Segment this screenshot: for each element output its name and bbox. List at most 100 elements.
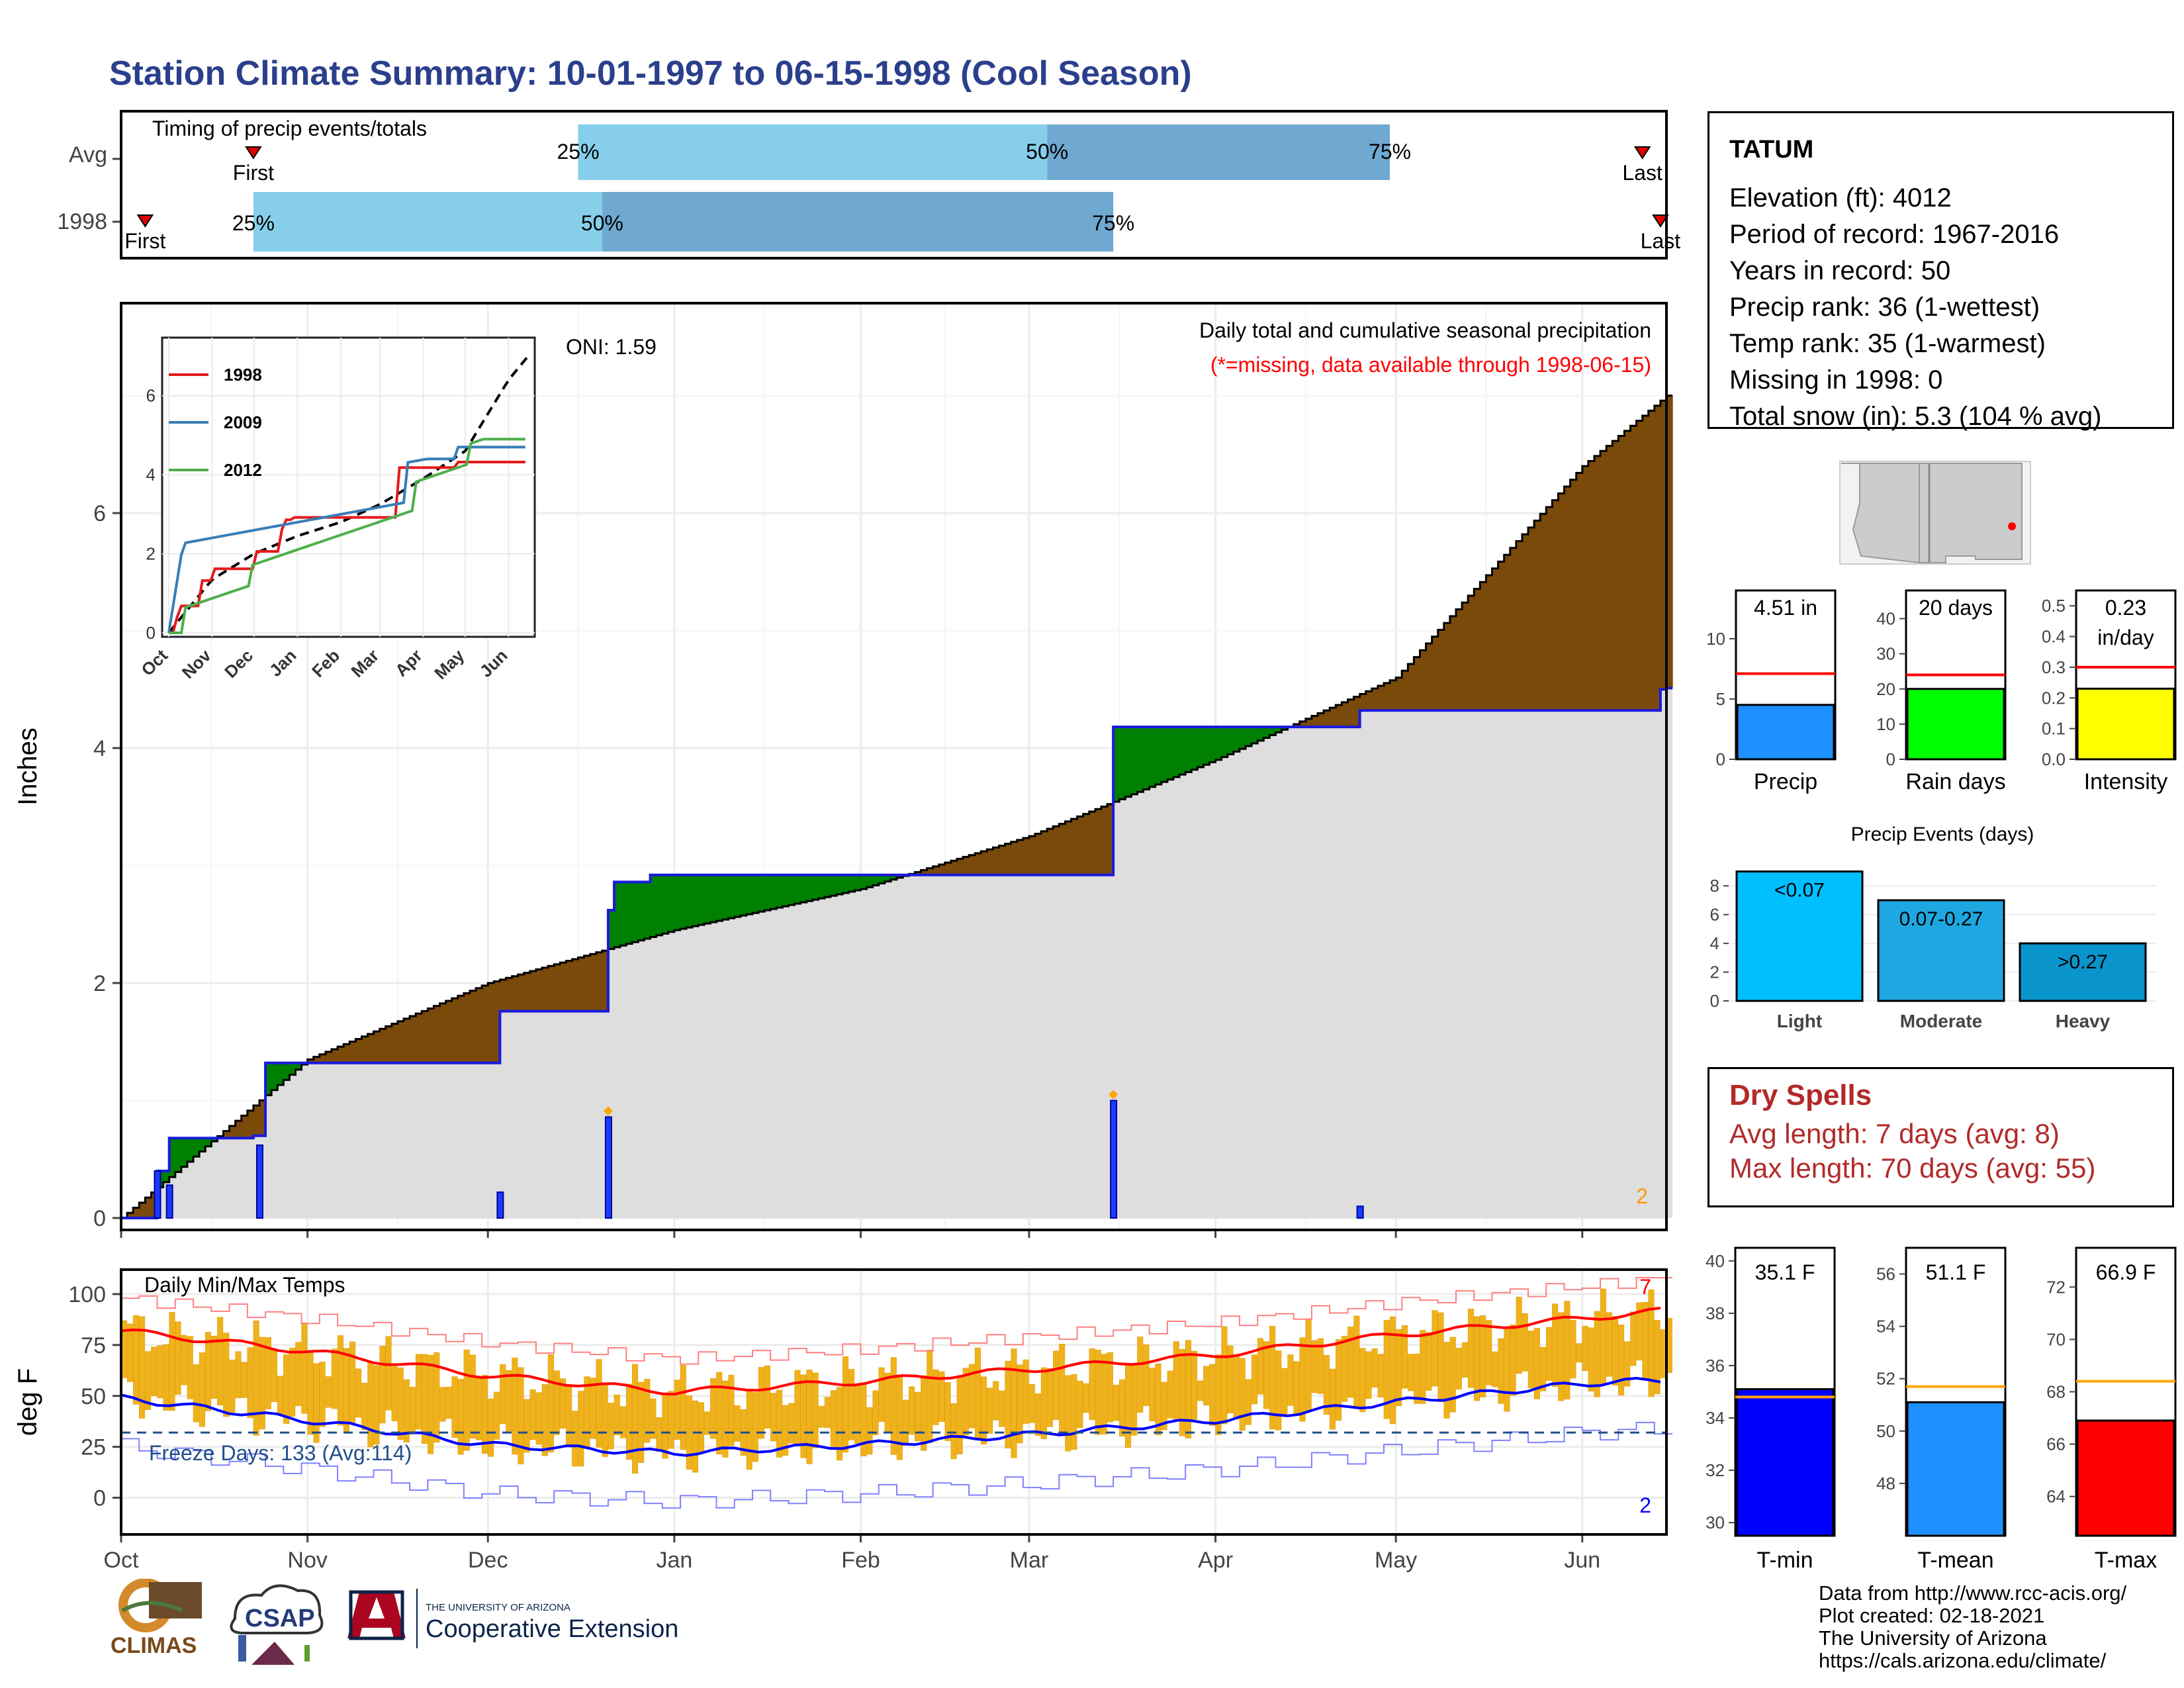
daily-temp-bar: [313, 1363, 320, 1443]
temp-ylabel: deg F: [13, 1368, 42, 1436]
precip-deficit-strip: [338, 1047, 344, 1063]
precip-deficit-strip: [488, 983, 494, 1063]
timing-frame: [120, 110, 1668, 259]
daily-temp-bar: [902, 1399, 909, 1446]
heavy-event-marker: [1109, 1090, 1118, 1100]
precip-deficit-strip: [1630, 426, 1637, 711]
precip-deficit-strip: [1552, 500, 1559, 711]
precip-deficit-strip: [1474, 588, 1480, 711]
last-event-label: Last: [1641, 229, 1681, 253]
intensity-tick-label: 0.0: [2042, 749, 2066, 769]
daily-temp-bar: [1071, 1374, 1077, 1450]
tmean-tick-label: 54: [1876, 1317, 1895, 1336]
daily-temp-bar: [1161, 1382, 1167, 1430]
precip-deficit-strip: [1414, 657, 1421, 711]
summary-bars: 4.51 in Precip 0 5 10 20 days Rain days 0 10 20 30…: [1706, 589, 2177, 794]
precip-surplus-strip: [758, 874, 765, 912]
timing-pct-label: 50%: [581, 211, 623, 235]
inset-xtick-label: Apr: [391, 645, 426, 680]
csap-logo: CSAP: [230, 1584, 324, 1665]
daily-temp-bar: [860, 1383, 867, 1456]
precip-surplus-strip: [632, 882, 639, 943]
precip-deficit-strip: [1660, 400, 1667, 690]
daily-temp-bar: [896, 1374, 903, 1460]
timing-row-avg: Avg: [69, 142, 107, 167]
daily-temp-bar: [1065, 1375, 1071, 1452]
precip-surplus-strip: [704, 874, 711, 924]
daily-temp-bar: [1155, 1364, 1161, 1435]
precip-deficit-strip: [319, 1054, 326, 1063]
raindays-tick-label: 0: [1886, 749, 1895, 769]
precip-surplus-strip: [884, 874, 891, 882]
raindays-tick-label: 10: [1876, 714, 1895, 734]
tmean-bar: [1906, 1401, 2005, 1537]
daily-temp-bar: [800, 1374, 807, 1458]
credit-line-created: Plot created: 02-18-2021: [1819, 1604, 2045, 1627]
daily-temp-bar: [1408, 1354, 1414, 1391]
daily-temp-bar: [710, 1378, 717, 1439]
daily-temp-bar: [247, 1347, 253, 1419]
daily-temp-bar: [1365, 1351, 1372, 1399]
precip-deficit-strip: [578, 957, 585, 1011]
daily-temp-bar: [1083, 1383, 1089, 1413]
daily-temp-bar: [921, 1375, 927, 1451]
temp-ytick-label: 100: [68, 1282, 106, 1307]
precip-tick-label: 5: [1716, 689, 1725, 709]
precip-deficit-strip: [313, 1056, 320, 1063]
daily-temp-bar: [1287, 1354, 1294, 1406]
university-arizona-logo: THE UNIVERSITY OF ARIZONA Cooperative Ex…: [347, 1589, 678, 1648]
daily-temp-bar: [1233, 1354, 1240, 1420]
daily-temp-bar: [1239, 1358, 1246, 1431]
precip-deficit-strip: [1648, 410, 1655, 711]
precip-deficit-strip: [1330, 708, 1336, 727]
precip-deficit-strip: [1486, 575, 1493, 711]
precip-deficit-strip: [1028, 836, 1036, 875]
precip-deficit-strip: [1047, 829, 1054, 875]
daily-temp-bar: [1046, 1368, 1054, 1427]
precip-surplus-strip: [878, 874, 886, 884]
precip-deficit-strip: [1558, 493, 1565, 711]
daily-temp-bar: [915, 1391, 921, 1442]
precip-ylabel: Inches: [13, 727, 42, 806]
daily-temp-bar: [818, 1405, 825, 1428]
precip-deficit-strip: [975, 853, 981, 875]
precip-surplus-strip: [1137, 727, 1144, 792]
daily-temp-bar: [596, 1359, 602, 1448]
precip-ytick-label: 0: [93, 1206, 106, 1231]
precip-deficit-strip: [1522, 534, 1529, 711]
precip-deficit-strip: [933, 866, 940, 875]
precip-surplus-strip: [764, 874, 771, 911]
daily-temp-bar: [1449, 1336, 1456, 1413]
daily-temp-bar: [686, 1395, 692, 1470]
inset-xtick-label: May: [430, 645, 468, 683]
daily-temp-bar: [1630, 1311, 1637, 1366]
precip-deficit-strip: [584, 955, 591, 1011]
dry-spells-max: Max length: 70 days (avg: 55): [1729, 1152, 2096, 1184]
daily-temp-bar: [704, 1411, 711, 1435]
last-event-marker: [1652, 214, 1669, 228]
daily-temp-bar: [782, 1405, 789, 1456]
daily-temp-bar: [415, 1354, 422, 1430]
daily-precip-bar: [604, 1116, 612, 1219]
precip-deficit-strip: [397, 1021, 404, 1063]
precip-deficit-strip: [223, 1131, 230, 1139]
precip-deficit-strip: [428, 1008, 435, 1063]
precip-deficit-strip: [463, 993, 471, 1063]
daily-temp-bar: [253, 1320, 259, 1436]
inset-xtick-label: Feb: [308, 645, 343, 681]
raindays-bar: [1906, 688, 2005, 761]
precip-deficit-strip: [1065, 821, 1072, 875]
first-event-marker: [245, 146, 262, 160]
temp-xtick-label: Jan: [656, 1548, 692, 1573]
precip-surplus-strip: [1113, 727, 1120, 802]
daily-temp-bar: [271, 1350, 277, 1402]
daily-temp-bar: [944, 1382, 951, 1441]
precip-axis-label: Precip: [1754, 769, 1817, 794]
precip-surplus-strip: [866, 874, 874, 888]
daily-temp-bar: [494, 1391, 500, 1440]
daily-temp-bar: [999, 1390, 1005, 1427]
daily-temp-bar: [1317, 1338, 1324, 1394]
daily-temp-bar: [927, 1350, 933, 1444]
inset-ytick-label: 6: [146, 386, 156, 406]
daily-temp-bar: [812, 1372, 819, 1448]
